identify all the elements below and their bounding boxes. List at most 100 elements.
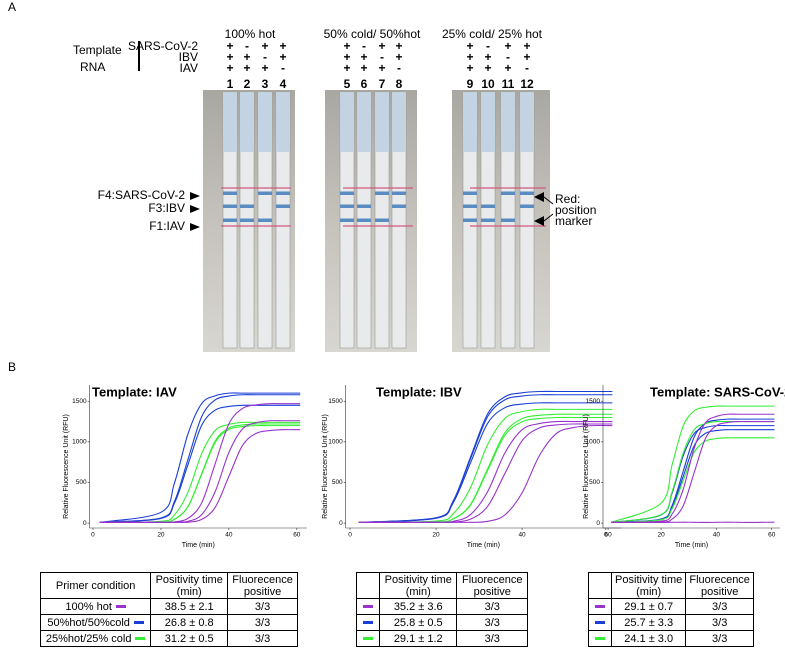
sign: - bbox=[525, 61, 529, 75]
header-row: Positivity time (min) Fluorecence positiv… bbox=[356, 572, 528, 599]
swatch-cell bbox=[588, 598, 612, 615]
sign: - bbox=[281, 61, 285, 75]
test-band bbox=[501, 218, 515, 222]
table-cell: 3/3 bbox=[227, 614, 298, 631]
header-row: Primer condition Positivity time (min) Flu… bbox=[39, 572, 298, 599]
x-tick-label: 40 bbox=[713, 532, 721, 539]
table-cell: 3/3 bbox=[456, 630, 528, 647]
sign: - bbox=[263, 50, 267, 64]
sign: + bbox=[343, 61, 350, 75]
test-band bbox=[481, 218, 495, 222]
test-band bbox=[340, 204, 354, 208]
sign: + bbox=[243, 50, 250, 64]
header-cell bbox=[588, 572, 612, 599]
panel-label: B bbox=[8, 360, 16, 374]
test-band bbox=[375, 218, 389, 222]
arrow bbox=[190, 223, 200, 231]
x-tick-label: 60 bbox=[293, 532, 301, 539]
lane-number: 3 bbox=[262, 77, 269, 91]
chart-title: Template: IBV bbox=[376, 384, 462, 399]
x-tick-label: 40 bbox=[225, 532, 233, 539]
y-axis-label: Relative Fluorescence Unit (RFU) bbox=[583, 414, 590, 519]
sign: + bbox=[395, 50, 402, 64]
test-band bbox=[481, 204, 495, 208]
cell-text: 25.8 ± 0.5 bbox=[393, 616, 443, 629]
test-band bbox=[240, 218, 254, 222]
table-cell: 3/3 bbox=[227, 598, 298, 615]
x-tick-label: 60 bbox=[604, 532, 612, 539]
table-row: 50%hot/50%cold 26.8 ± 0.8 3/3 bbox=[39, 614, 298, 631]
header-cell: Fluorecence positive bbox=[685, 572, 754, 599]
test-band bbox=[375, 191, 389, 195]
cell-text: 50%hot/50%cold bbox=[47, 616, 130, 629]
band-label: F3:IBV bbox=[148, 201, 185, 215]
test-band bbox=[223, 204, 237, 208]
curve bbox=[358, 408, 613, 523]
header-cell: Positivity time (min) bbox=[378, 572, 458, 599]
sign: + bbox=[378, 39, 385, 53]
cell-text: 38.5 ± 2.1 bbox=[164, 600, 214, 613]
lane-number: 12 bbox=[520, 77, 534, 91]
strip-pad bbox=[276, 92, 290, 152]
table-cell: 31.2 ± 0.5 bbox=[150, 630, 229, 647]
curve bbox=[611, 413, 775, 523]
lane-number: 10 bbox=[481, 77, 495, 91]
cell-text: 35.2 ± 3.6 bbox=[393, 600, 443, 613]
lane-number: 8 bbox=[396, 77, 403, 91]
test-band bbox=[463, 218, 477, 222]
table-cell: 35.2 ± 3.6 bbox=[378, 598, 458, 615]
x-tick-label: 20 bbox=[157, 532, 165, 539]
strip-pad bbox=[520, 92, 534, 152]
sign: + bbox=[279, 50, 286, 64]
target-label: IBV bbox=[179, 50, 198, 64]
marker-label: marker bbox=[555, 214, 592, 228]
x-tick-label: 20 bbox=[657, 532, 665, 539]
table-row: 25.7 ± 3.3 3/3 bbox=[588, 614, 754, 631]
test-band bbox=[223, 191, 237, 195]
table-cell: 3/3 bbox=[456, 614, 528, 631]
cell-text: 3/3 bbox=[254, 632, 271, 645]
sign: + bbox=[261, 61, 268, 75]
y-axis-label: Relative Fluorescence Unit (RFU) bbox=[63, 414, 70, 519]
swatch-cell bbox=[356, 614, 380, 631]
test-band bbox=[240, 204, 254, 208]
strip-pad bbox=[463, 92, 477, 152]
y-axis-label: Relative Fluorescence Unit (RFU) bbox=[322, 414, 329, 519]
test-band bbox=[258, 191, 272, 195]
cell-text: 3/3 bbox=[254, 600, 271, 613]
curve bbox=[358, 420, 613, 523]
test-band bbox=[357, 218, 371, 222]
table: Primer condition Positivity time (min) Flu… bbox=[39, 572, 298, 647]
test-band bbox=[223, 218, 237, 222]
y-tick-label: 1500 bbox=[586, 398, 601, 405]
arrow bbox=[534, 216, 544, 226]
header-cell bbox=[356, 572, 380, 599]
table-cell: 100% hot bbox=[39, 598, 152, 615]
strip-pad bbox=[392, 92, 406, 152]
target-label: IAV bbox=[180, 61, 198, 75]
curve bbox=[358, 424, 613, 523]
curve bbox=[358, 413, 613, 523]
x-tick-label: 60 bbox=[768, 532, 776, 539]
sign: + bbox=[378, 61, 385, 75]
y-tick-label: 1500 bbox=[328, 398, 343, 405]
x-tick-label: 40 bbox=[518, 532, 526, 539]
curve bbox=[99, 429, 301, 523]
legend-swatch bbox=[363, 621, 373, 625]
sign: + bbox=[226, 61, 233, 75]
table-cell: 29.1 ± 0.7 bbox=[610, 598, 687, 615]
curve bbox=[99, 423, 301, 523]
table-row: 35.2 ± 3.6 3/3 bbox=[356, 598, 528, 615]
x-axis-label: Time (min) bbox=[467, 542, 500, 549]
test-band bbox=[357, 204, 371, 208]
sign: - bbox=[362, 39, 366, 53]
test-band bbox=[340, 218, 354, 222]
curve bbox=[611, 420, 775, 523]
legend-swatch bbox=[595, 637, 605, 641]
strip-pad bbox=[240, 92, 254, 152]
y-tick-label: 500 bbox=[332, 479, 343, 486]
sign: - bbox=[397, 61, 401, 75]
sign: + bbox=[466, 50, 473, 64]
test-band bbox=[463, 191, 477, 195]
sign: - bbox=[486, 39, 490, 53]
